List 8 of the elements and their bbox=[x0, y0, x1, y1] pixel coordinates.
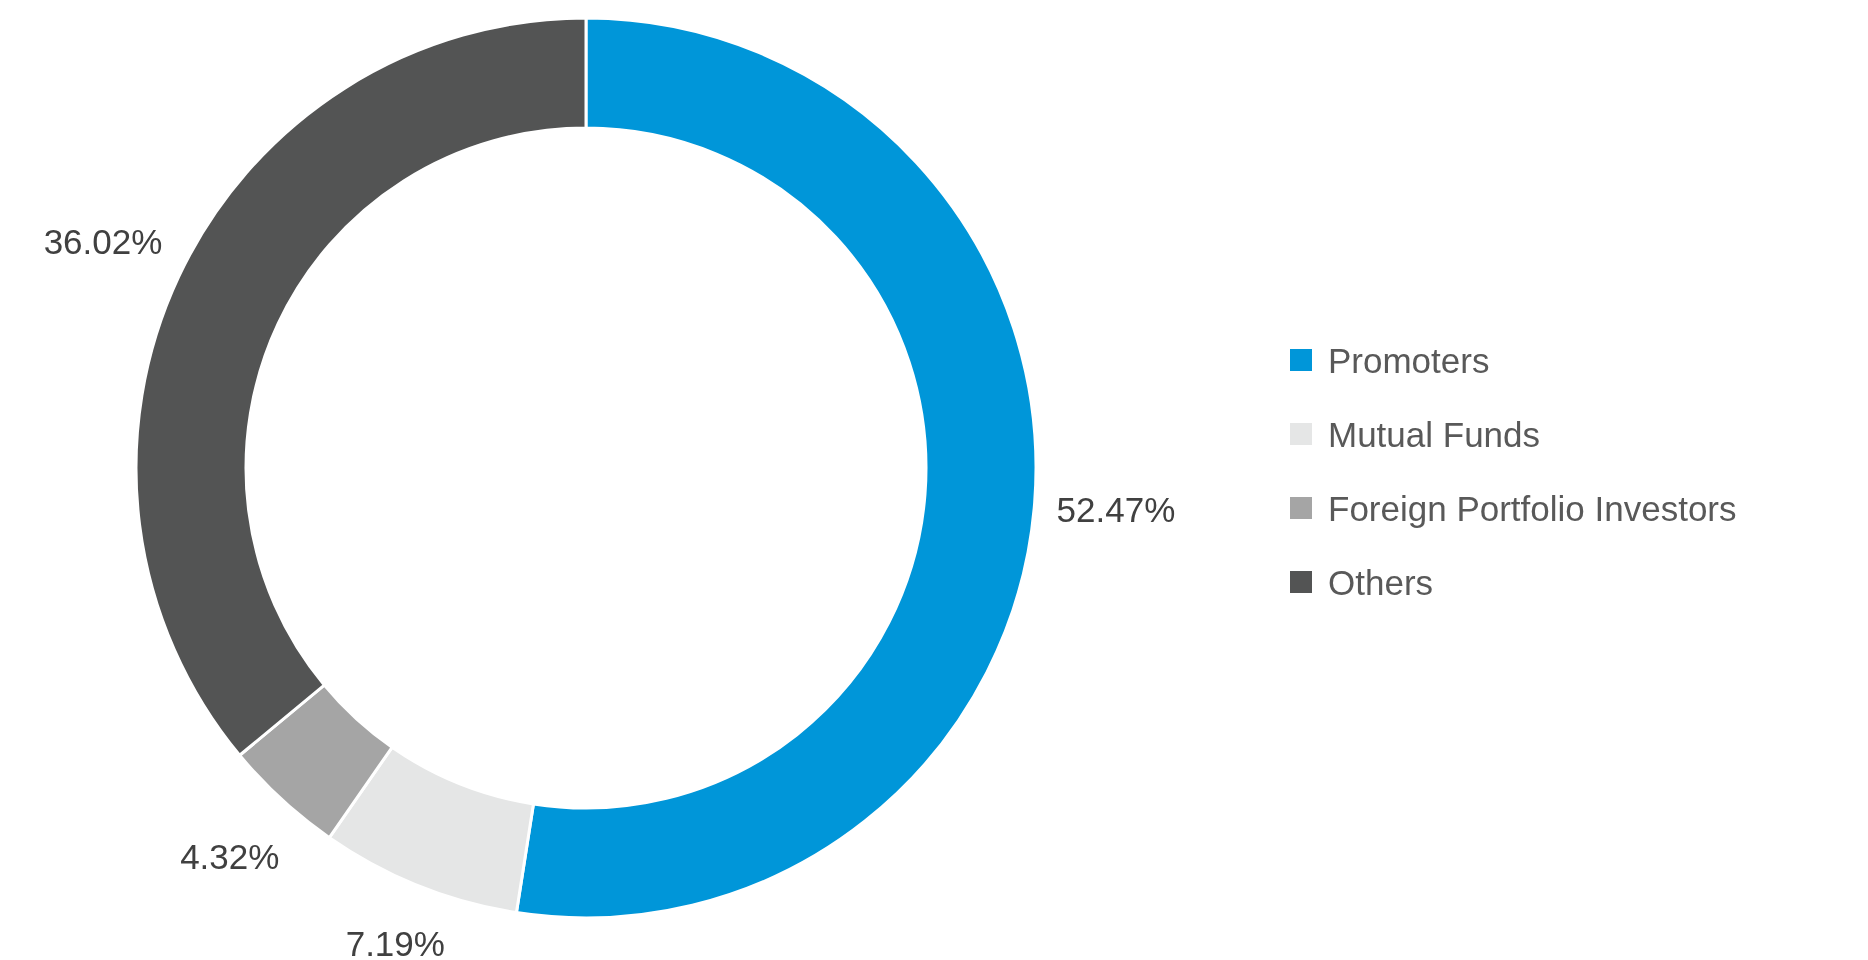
legend-label: Promoters bbox=[1328, 340, 1490, 380]
legend-label: Foreign Portfolio Investors bbox=[1328, 488, 1737, 528]
legend-label: Others bbox=[1328, 562, 1434, 602]
data-label: 4.32% bbox=[180, 836, 280, 876]
data-label: 52.47% bbox=[1056, 489, 1176, 529]
data-label: 36.02% bbox=[43, 221, 163, 261]
legend-label: Mutual Funds bbox=[1328, 414, 1541, 454]
data-label: 7.19% bbox=[345, 924, 445, 960]
